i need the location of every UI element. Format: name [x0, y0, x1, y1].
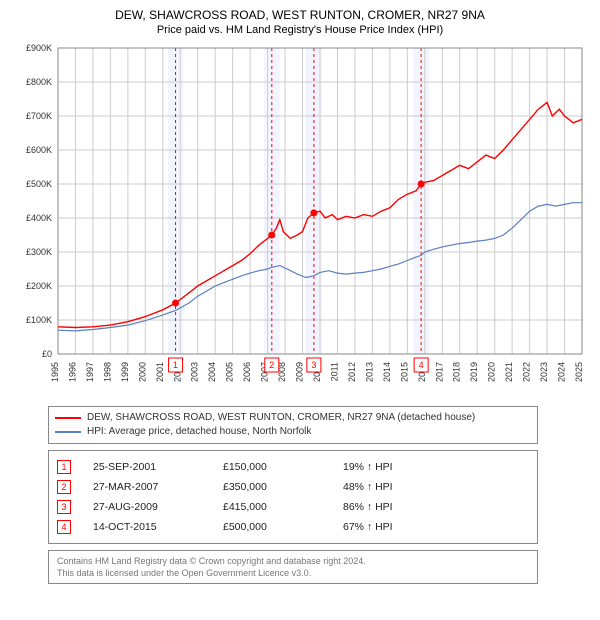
svg-text:2017: 2017: [434, 362, 444, 382]
svg-text:2006: 2006: [242, 362, 252, 382]
svg-text:2001: 2001: [155, 362, 165, 382]
chart-title-line1: DEW, SHAWCROSS ROAD, WEST RUNTON, CROMER…: [10, 8, 590, 22]
legend-label: DEW, SHAWCROSS ROAD, WEST RUNTON, CROMER…: [87, 411, 475, 425]
svg-text:2022: 2022: [522, 362, 532, 382]
svg-text:2019: 2019: [469, 362, 479, 382]
page: DEW, SHAWCROSS ROAD, WEST RUNTON, CROMER…: [0, 0, 600, 620]
svg-text:£900K: £900K: [26, 43, 52, 53]
transaction-price: £500,000: [223, 517, 333, 537]
svg-text:2015: 2015: [399, 362, 409, 382]
svg-text:£600K: £600K: [26, 145, 52, 155]
transaction-price: £415,000: [223, 497, 333, 517]
table-row: 2 27-MAR-2007 £350,000 48% ↑ HPI: [57, 477, 529, 497]
transaction-delta: 86% ↑ HPI: [343, 497, 463, 517]
svg-text:2021: 2021: [504, 362, 514, 382]
transaction-price: £350,000: [223, 477, 333, 497]
legend-swatch: [55, 431, 81, 433]
svg-text:£400K: £400K: [26, 213, 52, 223]
legend-label: HPI: Average price, detached house, Nort…: [87, 425, 311, 439]
transaction-price: £150,000: [223, 457, 333, 477]
svg-text:£700K: £700K: [26, 111, 52, 121]
svg-text:£0: £0: [42, 349, 52, 359]
svg-text:1996: 1996: [67, 362, 77, 382]
footer-line: Contains HM Land Registry data © Crown c…: [57, 555, 529, 567]
svg-text:2023: 2023: [539, 362, 549, 382]
table-row: 4 14-OCT-2015 £500,000 67% ↑ HPI: [57, 517, 529, 537]
svg-text:2020: 2020: [487, 362, 497, 382]
legend-swatch: [55, 417, 81, 419]
svg-text:2025: 2025: [574, 362, 584, 382]
transaction-date: 27-MAR-2007: [93, 477, 213, 497]
legend-item: DEW, SHAWCROSS ROAD, WEST RUNTON, CROMER…: [55, 411, 531, 425]
transaction-marker: 3: [57, 500, 71, 514]
transaction-delta: 67% ↑ HPI: [343, 517, 463, 537]
svg-text:1997: 1997: [85, 362, 95, 382]
svg-text:2004: 2004: [207, 362, 217, 382]
svg-text:2011: 2011: [329, 362, 339, 381]
chart-title-line2: Price paid vs. HM Land Registry's House …: [10, 24, 590, 36]
svg-text:2000: 2000: [137, 362, 147, 382]
svg-text:2018: 2018: [452, 362, 462, 382]
svg-text:2005: 2005: [225, 362, 235, 382]
svg-text:2014: 2014: [382, 362, 392, 382]
svg-text:1999: 1999: [120, 362, 130, 382]
transaction-delta: 19% ↑ HPI: [343, 457, 463, 477]
transaction-delta: 48% ↑ HPI: [343, 477, 463, 497]
footer-line: This data is licensed under the Open Gov…: [57, 567, 529, 579]
chart-svg: £0 £100K £200K £300K £400K £500K £600K £700K £80…: [10, 42, 590, 402]
transaction-marker: 1: [57, 460, 71, 474]
transaction-marker: 4: [57, 520, 71, 534]
svg-text:2: 2: [269, 360, 274, 370]
svg-text:3: 3: [311, 360, 316, 370]
svg-text:1995: 1995: [50, 362, 60, 382]
chart-titles: DEW, SHAWCROSS ROAD, WEST RUNTON, CROMER…: [10, 8, 590, 36]
attribution-footer: Contains HM Land Registry data © Crown c…: [48, 550, 538, 584]
svg-text:£500K: £500K: [26, 179, 52, 189]
svg-text:2013: 2013: [364, 362, 374, 382]
svg-text:2003: 2003: [190, 362, 200, 382]
transaction-marker: 2: [57, 480, 71, 494]
svg-text:2024: 2024: [557, 362, 567, 382]
transaction-date: 27-AUG-2009: [93, 497, 213, 517]
chart: £0 £100K £200K £300K £400K £500K £600K £700K £80…: [10, 42, 590, 402]
svg-text:1: 1: [173, 360, 178, 370]
transaction-date: 25-SEP-2001: [93, 457, 213, 477]
svg-text:2012: 2012: [347, 362, 357, 382]
table-row: 1 25-SEP-2001 £150,000 19% ↑ HPI: [57, 457, 529, 477]
svg-text:£100K: £100K: [26, 315, 52, 325]
svg-text:£200K: £200K: [26, 281, 52, 291]
legend: DEW, SHAWCROSS ROAD, WEST RUNTON, CROMER…: [48, 406, 538, 444]
svg-text:£800K: £800K: [26, 77, 52, 87]
svg-text:1998: 1998: [102, 362, 112, 382]
transactions-table: 1 25-SEP-2001 £150,000 19% ↑ HPI 2 27-MA…: [48, 450, 538, 544]
svg-text:4: 4: [419, 360, 424, 370]
transaction-date: 14-OCT-2015: [93, 517, 213, 537]
table-row: 3 27-AUG-2009 £415,000 86% ↑ HPI: [57, 497, 529, 517]
svg-text:£300K: £300K: [26, 247, 52, 257]
svg-text:2009: 2009: [295, 362, 305, 382]
legend-item: HPI: Average price, detached house, Nort…: [55, 425, 531, 439]
